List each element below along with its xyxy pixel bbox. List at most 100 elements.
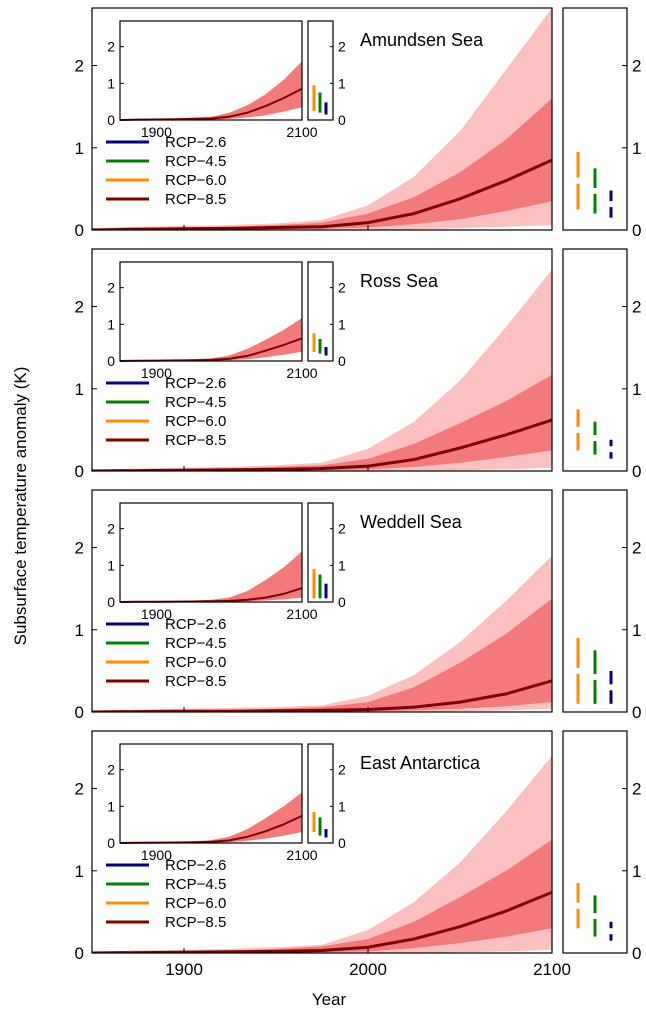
inset-axes-box [119, 261, 303, 362]
inset-range-y-tick-label: 0 [338, 112, 346, 128]
range-y-tick-label: 2 [632, 780, 641, 799]
inner-range-band [92, 98, 552, 230]
legend-label-rcp26: RCP−2.6 [165, 134, 226, 151]
inset-x-tick-label: 2100 [286, 124, 317, 140]
inset-range-y-tick-label: 1 [338, 557, 346, 573]
x-tick-label: 2100 [533, 960, 571, 979]
range-y-tick-label: 2 [632, 298, 641, 317]
inset-x-tick-label: 2100 [286, 847, 317, 863]
inset-y-tick-label: 2 [107, 39, 115, 55]
inset-axes-box [119, 502, 303, 603]
y-tick-label: 2 [75, 298, 84, 317]
range-axes-box [562, 248, 628, 472]
range-y-tick-label: 1 [632, 621, 641, 640]
inset-x-tick-label: 1900 [141, 606, 172, 622]
inset-y-tick-label: 0 [107, 594, 115, 610]
inset-range-band [120, 61, 302, 120]
legend-label-rcp60: RCP−6.0 [165, 413, 226, 430]
range-y-tick-label: 1 [632, 862, 641, 881]
median-line-rcp85 [92, 679, 552, 712]
outer-range-band [92, 755, 552, 953]
inset-range-y-tick-label: 2 [338, 39, 346, 55]
panel-2: 0 1 2 Ross Sea 0 1 2 1900 2100 0 1 2 RCP−2.6 RCP−4.5 R… [75, 248, 641, 481]
inset-range-y-tick-label: 2 [338, 521, 346, 537]
range-axes-box [562, 7, 628, 231]
range-y-tick-label: 1 [632, 139, 641, 158]
inset-x-tick-label: 1900 [141, 124, 172, 140]
inset-y-tick-label: 0 [107, 835, 115, 851]
inset-x-tick-label: 1900 [141, 847, 172, 863]
range-y-tick-label: 0 [632, 462, 641, 481]
legend-label-rcp26: RCP−2.6 [165, 857, 226, 874]
inset-y-tick-label: 0 [107, 353, 115, 369]
inset-range-band [120, 318, 302, 361]
legend-label-rcp85: RCP−8.5 [165, 432, 226, 449]
inset-axes-box [119, 20, 303, 121]
range-y-tick-label: 1 [632, 380, 641, 399]
inner-range-band [92, 598, 552, 712]
range-axes-box [562, 730, 628, 954]
y-tick-label: 0 [75, 703, 84, 722]
inset-x-tick-label: 2100 [286, 365, 317, 381]
y-tick-label: 1 [75, 862, 84, 881]
panel-plot-area [92, 555, 552, 712]
y-tick-label: 1 [75, 380, 84, 399]
legend-label-rcp26: RCP−2.6 [165, 375, 226, 392]
legend-label-rcp85: RCP−8.5 [165, 914, 226, 931]
range-y-tick-label: 0 [632, 221, 641, 240]
legend-label-rcp45: RCP−4.5 [165, 635, 226, 652]
outer-range-band [92, 555, 552, 712]
inset-y-tick-label: 0 [107, 112, 115, 128]
inner-range-band [92, 374, 552, 471]
x-tick-label: 1900 [165, 960, 203, 979]
median-line-rcp85 [92, 418, 552, 471]
inset-y-tick-label: 2 [107, 521, 115, 537]
inset-range-y-tick-label: 2 [338, 762, 346, 778]
inset-range-box [307, 502, 334, 603]
outer-range-band [92, 269, 552, 471]
legend-label-rcp60: RCP−6.0 [165, 654, 226, 671]
panel-axes-box [91, 489, 553, 713]
median-line-rcp85 [92, 158, 552, 230]
inset-axes-box [119, 743, 303, 844]
inset-y-tick-label: 1 [107, 316, 115, 332]
inset-y-tick-label: 2 [107, 280, 115, 296]
y-tick-label: 0 [75, 221, 84, 240]
inset-x-tick-label: 1900 [141, 365, 172, 381]
inset-range-y-tick-label: 2 [338, 280, 346, 296]
range-y-tick-label: 0 [632, 944, 641, 963]
y-tick-label: 2 [75, 780, 84, 799]
panel-plot-area [92, 269, 552, 471]
x-axis-label: Year [312, 990, 347, 1009]
panel-plot-area [92, 8, 552, 230]
inset-y-tick-label: 1 [107, 557, 115, 573]
inset-range-y-tick-label: 1 [338, 798, 346, 814]
panel-title: Ross Sea [360, 271, 439, 291]
y-tick-label: 0 [75, 944, 84, 963]
inset-y-tick-label: 2 [107, 762, 115, 778]
y-tick-label: 0 [75, 462, 84, 481]
y-tick-label: 2 [75, 57, 84, 76]
median-line-rcp85 [92, 890, 552, 953]
legend-label-rcp45: RCP−4.5 [165, 153, 226, 170]
x-tick-label: 2000 [349, 960, 387, 979]
inner-range-band [92, 839, 552, 953]
inset-range-band [120, 792, 302, 843]
outer-range-band [92, 8, 552, 230]
y-tick-label: 1 [75, 139, 84, 158]
y-axis-label: Subsurface temperature anomaly (K) [11, 367, 30, 646]
panel-title: East Antarctica [360, 753, 481, 773]
inset-range-y-tick-label: 0 [338, 835, 346, 851]
panel-plot-area [92, 755, 552, 953]
inset-range-y-tick-label: 0 [338, 594, 346, 610]
y-tick-label: 1 [75, 621, 84, 640]
legend-label-rcp85: RCP−8.5 [165, 191, 226, 208]
panel-title: Amundsen Sea [360, 30, 484, 50]
legend-label-rcp85: RCP−8.5 [165, 673, 226, 690]
inset-y-tick-label: 1 [107, 798, 115, 814]
panel-3: 0 1 2 Weddell Sea 0 1 2 1900 2100 0 1 2 RCP−2.6 RCP−4… [75, 489, 641, 722]
range-y-tick-label: 0 [632, 703, 641, 722]
